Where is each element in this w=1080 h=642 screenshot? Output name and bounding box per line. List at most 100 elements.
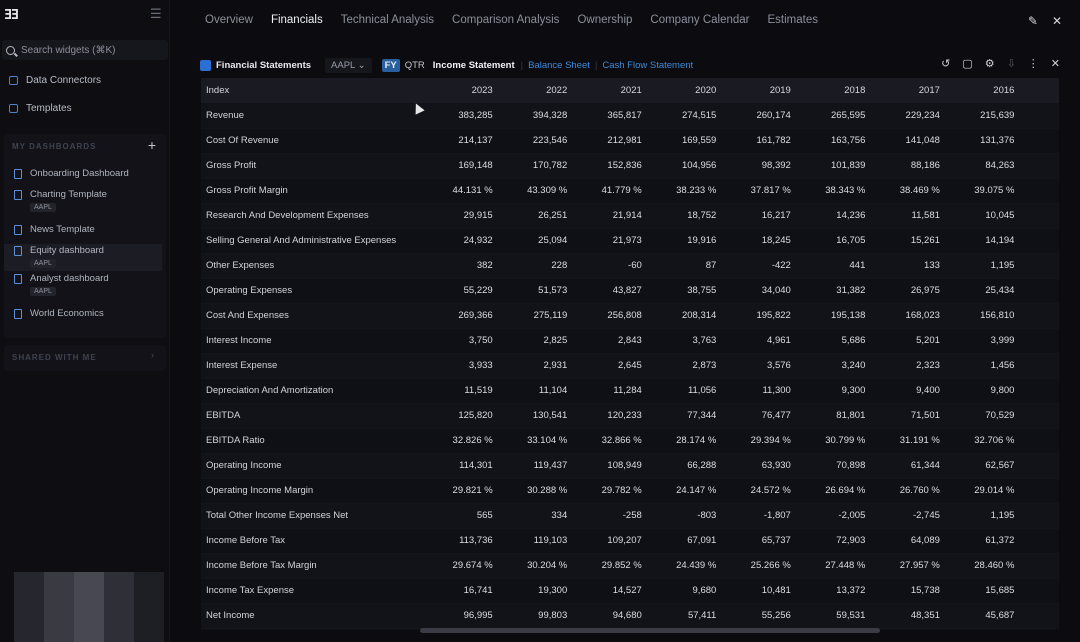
table-cell: -258 <box>579 503 654 529</box>
tab-financials[interactable]: Financials <box>270 14 323 26</box>
row-label: Selling General And Administrative Expen… <box>201 228 431 254</box>
table-row[interactable]: Net Income 96,995 99,803 94,680 57,411 55,256… <box>201 603 1059 629</box>
dashboard-item-active[interactable]: Equity dashboard AAPL <box>4 244 162 271</box>
year-header[interactable]: 2018 <box>844 85 866 96</box>
connector-icon <box>9 76 18 85</box>
dashboard-item[interactable]: Onboarding Dashboard <box>4 168 162 186</box>
table-cell: 365,817 <box>579 103 654 129</box>
table-row[interactable]: Revenue 383,285 394,328 365,817 274,515 260,1… <box>201 103 1059 129</box>
table-cell: 3,933 <box>430 353 505 379</box>
dashboard-item[interactable]: World Economics <box>4 308 162 326</box>
dashboard-item[interactable]: Charting Template AAPL <box>4 189 162 215</box>
table-cell: 223,546 <box>504 128 580 154</box>
horizontal-scrollbar[interactable] <box>420 628 880 633</box>
year-header[interactable]: 2023 <box>471 85 493 96</box>
table-row[interactable]: Income Tax Expense 16,741 19,300 14,527 9,68… <box>201 578 1059 604</box>
sidebar-item-templates[interactable]: Templates <box>9 103 72 114</box>
table-row[interactable]: EBITDA 125,820 130,541 120,233 77,344 76,477 8… <box>201 403 1059 429</box>
table-cell: 34,040 <box>728 278 803 304</box>
table-cell: 94,680 <box>579 603 654 629</box>
table-row[interactable]: Operating Income 114,301 119,437 108,949 66,… <box>201 453 1059 479</box>
year-header[interactable]: 2017 <box>918 85 940 96</box>
tab-cash-flow-statement[interactable]: Cash Flow Statement <box>602 59 694 71</box>
table-cell: 195,822 <box>728 303 803 329</box>
search-widgets-input[interactable]: Search widgets (⌘K) <box>2 40 168 60</box>
download-icon[interactable]: ⇩ <box>1006 58 1016 70</box>
table-cell: 30.204 % <box>504 553 580 579</box>
year-header[interactable]: 2022 <box>546 85 568 96</box>
table-cell: 5,686 <box>802 328 878 354</box>
table-row[interactable]: Interest Income 3,750 2,825 2,843 3,763 4,961… <box>201 328 1059 354</box>
year-header[interactable]: 2 <box>1026 78 1059 103</box>
table-row[interactable]: Operating Expenses 55,229 51,573 43,827 38,7… <box>201 278 1059 304</box>
table-cell: 64,089 <box>877 528 952 554</box>
table-cell: 88,186 <box>877 153 952 179</box>
tab-balance-sheet[interactable]: Balance Sheet <box>528 59 590 71</box>
tab-estimates[interactable]: Estimates <box>767 14 819 26</box>
table-cell: 27.957 % <box>877 553 952 579</box>
table-cell: 29.821 % <box>430 478 505 504</box>
row-label: Gross Profit Margin <box>201 178 431 204</box>
tab-comparison-analysis[interactable]: Comparison Analysis <box>452 14 560 26</box>
shared-section[interactable]: SHARED WITH ME › <box>4 345 166 371</box>
tab-overview[interactable]: Overview <box>205 14 253 26</box>
table-row[interactable]: Income Before Tax 113,736 119,103 109,207 67… <box>201 528 1059 554</box>
table-row[interactable]: Gross Profit Margin 44.131 % 43.309 % 41.77… <box>201 178 1059 204</box>
year-header[interactable]: 2021 <box>620 85 642 96</box>
settings-icon[interactable]: ⚙ <box>984 58 995 70</box>
table-cell: 87 <box>653 253 729 279</box>
dashboard-item[interactable]: Analyst dashboard AAPL <box>4 273 162 300</box>
close-icon[interactable]: ✕ <box>1051 14 1062 28</box>
table-cell: 441 <box>802 253 878 279</box>
table-cell: 1,195 <box>951 503 1027 529</box>
financials-table[interactable]: Index 202320222021202020192018201720162 … <box>201 78 1059 630</box>
row-label: Gross Profit <box>201 153 431 179</box>
tab-income-statement[interactable]: Income Statement <box>432 59 515 71</box>
qtr-toggle[interactable]: QTR <box>404 59 425 71</box>
table-row[interactable]: Operating Income Margin 29.821 % 30.288 % 2… <box>201 478 1059 504</box>
table-row[interactable]: Income Before Tax Margin 29.674 % 30.204 %… <box>201 553 1059 579</box>
table-row[interactable]: EBITDA Ratio 32.826 % 33.104 % 32.866 % 28.1… <box>201 428 1059 454</box>
fy-toggle[interactable]: FY <box>381 58 400 72</box>
year-header[interactable]: 2016 <box>993 85 1015 96</box>
table-cell: 14,527 <box>579 578 654 604</box>
table-row[interactable]: Research And Development Expenses 29,915 2… <box>201 203 1059 229</box>
table-row[interactable]: Interest Expense 3,933 2,931 2,645 2,873 3,57… <box>201 353 1059 379</box>
table-cell: 169,148 <box>430 153 505 179</box>
table-row[interactable]: Cost And Expenses 269,366 275,119 256,808 20… <box>201 303 1059 329</box>
table-row[interactable]: Other Expenses 382 228 -60 87 -422 441 133 1,195 <box>201 253 1059 279</box>
index-header[interactable]: Index <box>206 85 230 96</box>
edit-icon[interactable]: ✎ <box>1027 14 1038 28</box>
menu-icon[interactable]: ☰ <box>150 6 162 21</box>
document-icon <box>14 274 22 284</box>
row-label: Income Tax Expense <box>201 578 431 604</box>
table-row[interactable]: Cost Of Revenue 214,137 223,546 212,981 169,… <box>201 128 1059 154</box>
table-cell: 269,366 <box>430 303 505 329</box>
table-cell: 2,323 <box>877 353 952 379</box>
table-cell: 156,810 <box>951 303 1027 329</box>
table-cell: 125,820 <box>430 403 505 429</box>
comment-icon[interactable]: ▢ <box>962 58 973 70</box>
table-row[interactable]: Selling General And Administrative Expen… <box>201 228 1059 254</box>
year-header[interactable]: 2019 <box>769 85 791 96</box>
table-cell: 11,056 <box>653 378 729 404</box>
add-dashboard-icon[interactable]: + <box>147 137 156 153</box>
table-row[interactable]: Total Other Income Expenses Net 565 334 -25… <box>201 503 1059 529</box>
table-cell: 2,825 <box>504 328 580 354</box>
year-header[interactable]: 2020 <box>695 85 717 96</box>
table-row[interactable]: Depreciation And Amortization 11,519 11,10… <box>201 378 1059 404</box>
tab-technical-analysis[interactable]: Technical Analysis <box>340 14 435 26</box>
sidebar-item-data-connectors[interactable]: Data Connectors <box>9 75 101 86</box>
tab-company-calendar[interactable]: Company Calendar <box>650 14 750 26</box>
ticker-select[interactable]: AAPL ⌄ <box>325 57 372 73</box>
top-actions: ✎ ✕ <box>1028 14 1062 28</box>
history-icon[interactable]: ↺ <box>941 58 951 70</box>
table-row[interactable]: Gross Profit 169,148 170,782 152,836 104,956… <box>201 153 1059 179</box>
more-icon[interactable]: ⋮ <box>1027 58 1039 70</box>
close-widget-icon[interactable]: ✕ <box>1050 58 1060 70</box>
table-cell: 141,048 <box>877 128 952 154</box>
table-cell: 16,705 <box>802 228 878 254</box>
dashboard-item[interactable]: News Template <box>4 224 162 242</box>
app-logo[interactable]: ƎƎ <box>4 8 19 23</box>
tab-ownership[interactable]: Ownership <box>577 14 633 26</box>
